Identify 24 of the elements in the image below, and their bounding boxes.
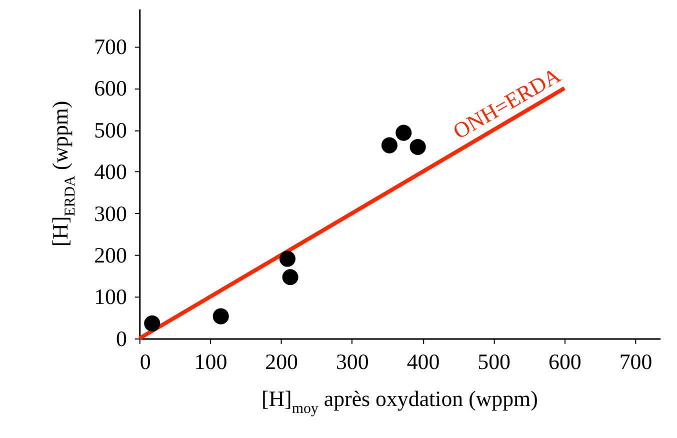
x-tick-label: 400	[406, 348, 440, 374]
point	[279, 250, 296, 267]
point	[282, 269, 298, 286]
y-tick-label: 400	[94, 159, 127, 184]
y-tick-label: 300	[94, 200, 127, 226]
point	[144, 315, 160, 332]
y-tick-label: 200	[94, 242, 127, 268]
point	[410, 138, 426, 155]
point	[212, 308, 229, 324]
x-tick-label: 200	[265, 348, 298, 374]
x-tick-label: 500	[478, 348, 511, 374]
y-tick-label: 700	[94, 34, 127, 59]
y-tick-label: 500	[94, 117, 127, 142]
y-tick-label: 100	[94, 284, 127, 310]
x-tick-label: 700	[619, 348, 652, 374]
y-tick-label: 600	[94, 76, 127, 101]
point	[381, 137, 398, 154]
x-tick-label: 0	[140, 348, 151, 374]
x-tick-label: 100	[194, 348, 228, 374]
point	[396, 124, 412, 141]
y-tick-label: 0	[116, 326, 127, 351]
x-tick-label: 300	[336, 348, 369, 374]
y-axis-title: [H]ERDA (wppm)	[48, 100, 79, 247]
x-tick-label: 600	[548, 348, 582, 374]
